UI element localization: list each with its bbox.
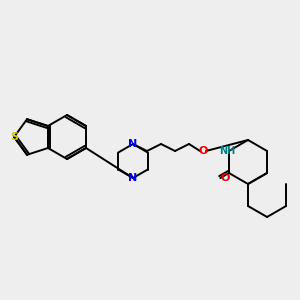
Text: N: N (128, 173, 138, 183)
Text: S: S (10, 132, 18, 142)
Text: N: N (128, 139, 138, 149)
Text: O: O (220, 173, 230, 183)
Text: O: O (198, 146, 208, 156)
Text: NH: NH (219, 146, 235, 156)
